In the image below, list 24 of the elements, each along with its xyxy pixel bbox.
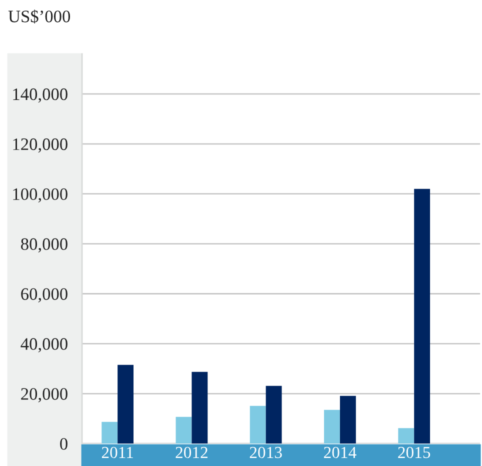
y-tick-label: 80,000 — [21, 238, 68, 252]
y-tick-label: 100,000 — [13, 188, 68, 203]
x-tick-label: 2014 — [324, 446, 356, 458]
x-tick-label: 2012 — [176, 446, 208, 458]
y-tick-label: 40,000 — [20, 338, 68, 352]
bar — [324, 410, 340, 444]
y-tick-label: 60,000 — [21, 288, 68, 302]
bar — [176, 416, 192, 444]
x-tick-label: 2011 — [102, 446, 133, 458]
x-tick-label: 2013 — [250, 446, 282, 458]
y-tick-label: 120,000 — [13, 138, 68, 153]
bar — [250, 406, 266, 444]
bar — [266, 386, 282, 444]
bar — [398, 428, 414, 444]
bar — [192, 372, 208, 444]
bar — [340, 396, 356, 444]
bar — [118, 364, 134, 444]
bar — [102, 422, 118, 444]
y-axis-title: US$’000 — [8, 10, 70, 24]
y-tick-label: 0 — [60, 438, 68, 450]
y-tick-label: 20,000 — [21, 388, 68, 402]
x-tick-label: 2015 — [398, 446, 430, 458]
bar — [414, 188, 430, 444]
y-tick-label: 140,000 — [13, 88, 68, 103]
